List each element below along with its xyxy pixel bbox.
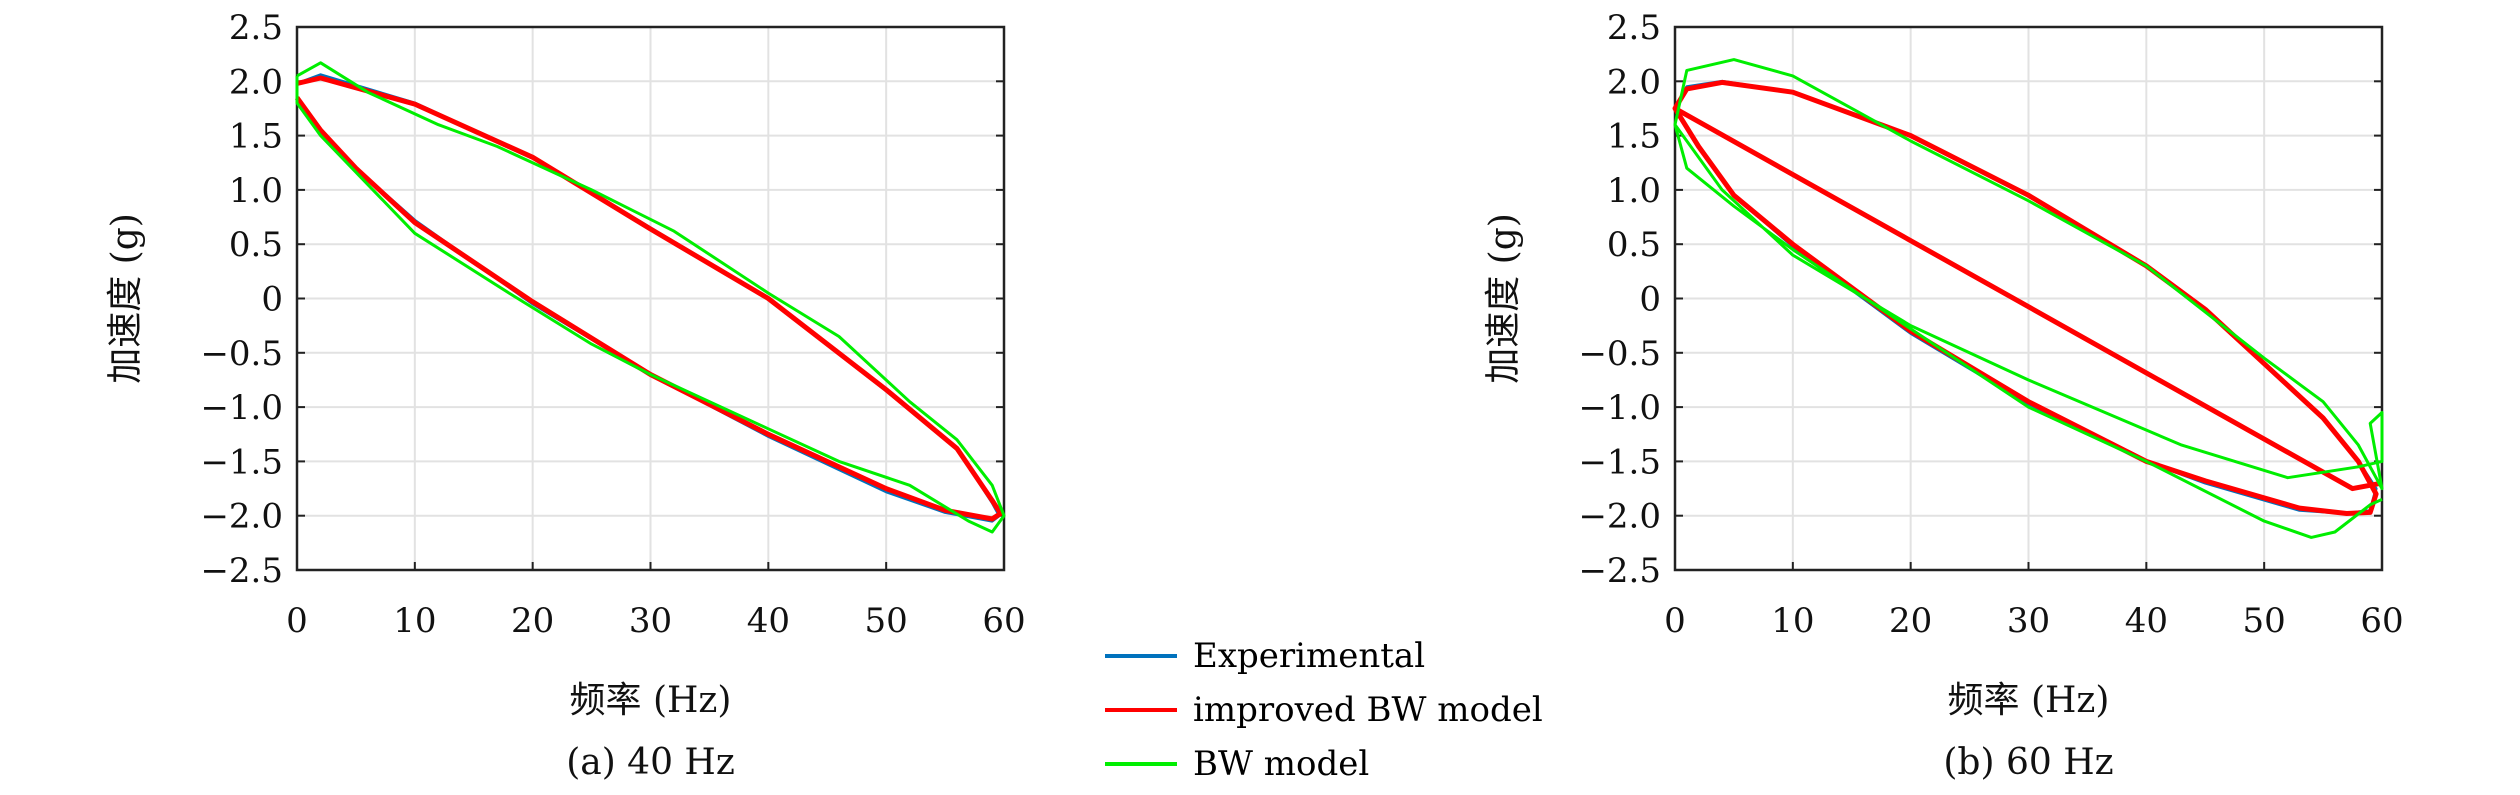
- subfigure-caption: (a) 40 Hz: [566, 742, 735, 783]
- x-tick-label: 50: [2243, 601, 2286, 641]
- series-line-bw-model: [1673, 58, 2384, 539]
- series-line-improved-bw-model: [1672, 79, 2383, 516]
- legend-entry-bw: BW model: [1105, 736, 1625, 792]
- x-tick-label: 50: [865, 601, 908, 641]
- x-axis-label: 频率 (Hz): [570, 680, 732, 721]
- plot-frame: [1673, 25, 2384, 572]
- legend-entry-experimental: Experimental: [1105, 628, 1625, 684]
- y-tick-label: 2.5: [229, 8, 283, 48]
- legend: Experimental improved BW model BW model: [1105, 628, 1625, 792]
- legend-line-icon: [1105, 762, 1177, 766]
- y-axis-label: 加速度 (g): [1483, 213, 1524, 384]
- chart-panel-b: 0 10 20 30 40 50 60 2.5 2.0 1.5 1.0 0.5 0 −0.5 −1.0 −1.…: [1483, 8, 2404, 783]
- y-tick-label: 1.5: [229, 117, 283, 157]
- y-tick-label: −2.5: [200, 551, 283, 591]
- x-tick-label: 10: [393, 601, 436, 641]
- y-tick-label: −2.5: [1578, 551, 1661, 591]
- y-tick-label: 0.5: [229, 225, 283, 265]
- series-line-improved-bw-model: [294, 75, 1003, 522]
- legend-line-icon: [1105, 654, 1177, 658]
- y-tick-label: 0: [1639, 280, 1661, 320]
- x-tick-label: 60: [2360, 601, 2403, 641]
- y-tick-label: 2.5: [1607, 8, 1661, 48]
- subfigure-caption: (b) 60 Hz: [1943, 742, 2113, 783]
- y-tick-label: −2.0: [1578, 497, 1661, 537]
- y-tick-label: −2.0: [200, 497, 283, 537]
- y-tick-label: −0.5: [200, 334, 283, 374]
- y-tick-label: −1.0: [200, 388, 283, 428]
- chart-panel-a: 0 10 20 30 40 50 60 2.5 2.0 1.5 1.0 0.5 0 −0.5 −1.0 −1.…: [105, 8, 1026, 783]
- x-tick-label: 20: [511, 601, 554, 641]
- x-tick-label: 30: [2007, 601, 2050, 641]
- x-tick-label: 60: [982, 601, 1025, 641]
- x-axis-label: 频率 (Hz): [1948, 680, 2110, 721]
- series-line-experimental: [1673, 79, 2378, 515]
- x-tick-label: 40: [2125, 601, 2168, 641]
- y-tick-label: 2.0: [229, 62, 283, 102]
- legend-label: Experimental: [1193, 636, 1426, 676]
- y-tick-label: 1.5: [1607, 117, 1661, 157]
- y-tick-label: −1.0: [1578, 388, 1661, 428]
- y-tick-label: −1.5: [1578, 442, 1661, 482]
- y-tick-label: 0.5: [1607, 225, 1661, 265]
- series-line-bw-model: [295, 61, 1006, 534]
- x-tick-label: 10: [1771, 601, 1814, 641]
- y-axis-label: 加速度 (g): [105, 213, 146, 384]
- x-tick-label: 0: [1664, 601, 1686, 641]
- plot-frame: [295, 25, 1006, 572]
- x-tick-label: 40: [747, 601, 790, 641]
- legend-entry-improved-bw: improved BW model: [1105, 684, 1625, 736]
- y-tick-label: 1.0: [1607, 171, 1661, 211]
- y-tick-label: 2.0: [1607, 62, 1661, 102]
- legend-label: BW model: [1193, 744, 1370, 784]
- y-tick-label: 0: [261, 280, 283, 320]
- y-tick-label: 1.0: [229, 171, 283, 211]
- x-tick-label: 0: [286, 601, 308, 641]
- legend-line-icon: [1105, 708, 1177, 712]
- x-tick-label: 20: [1889, 601, 1932, 641]
- x-tick-label: 30: [629, 601, 672, 641]
- y-tick-label: −1.5: [200, 442, 283, 482]
- y-tick-label: −0.5: [1578, 334, 1661, 374]
- legend-label: improved BW model: [1193, 690, 1543, 730]
